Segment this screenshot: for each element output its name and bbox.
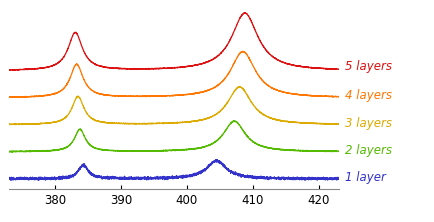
Text: 1 layer: 1 layer xyxy=(345,171,386,184)
Text: 2 layers: 2 layers xyxy=(345,144,392,157)
Text: 3 layers: 3 layers xyxy=(345,117,392,130)
Text: 4 layers: 4 layers xyxy=(345,89,392,102)
Text: 5 layers: 5 layers xyxy=(345,60,392,73)
